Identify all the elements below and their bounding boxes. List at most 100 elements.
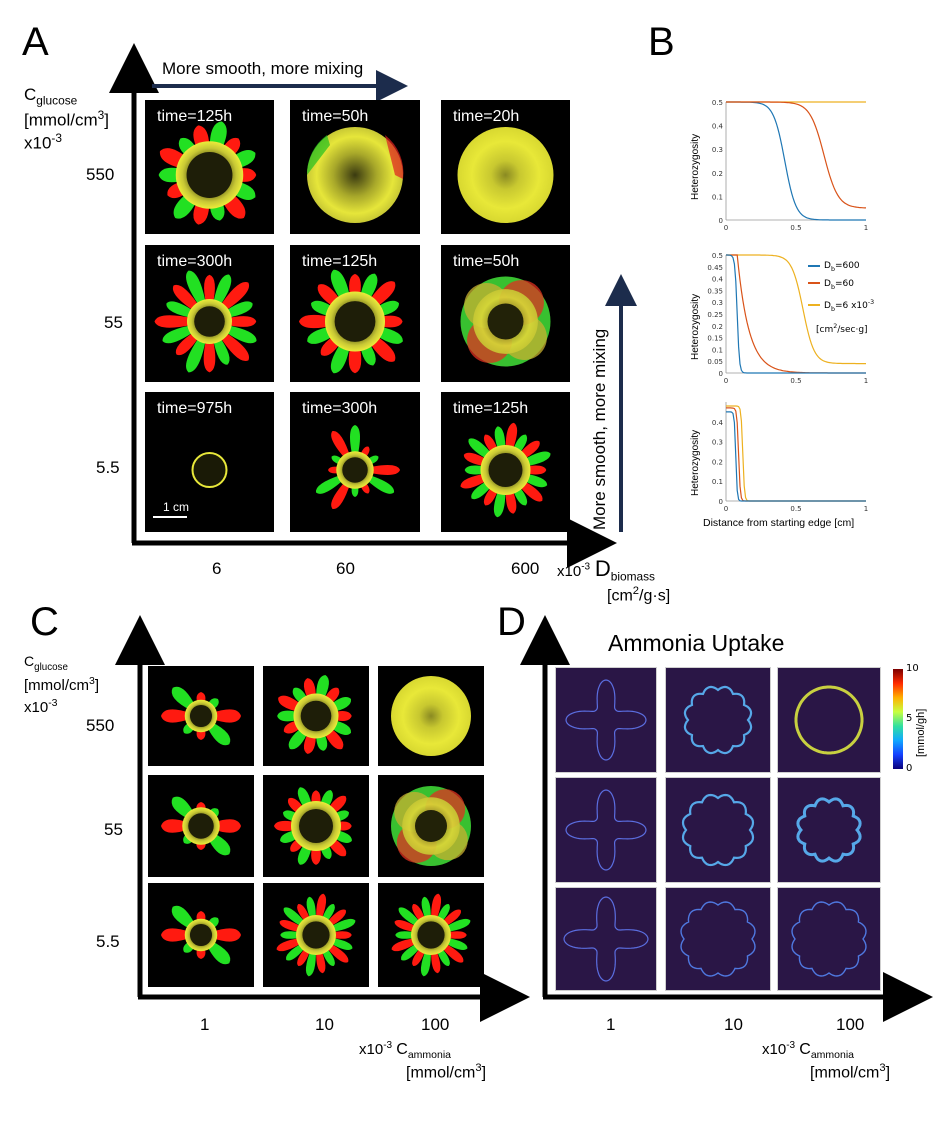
colony-petal — [206, 940, 231, 965]
y-axis-unit: [mmol/cm — [24, 677, 89, 695]
panel-a-ytick-5.5: 5.5 — [96, 458, 120, 477]
colony-petal — [172, 284, 201, 313]
b-curve — [726, 411, 866, 502]
colony-disc — [457, 127, 554, 223]
colorbar-tick-10: 10 — [906, 663, 919, 674]
panel-c-ytick-55: 55 — [104, 820, 123, 839]
panel-d-x-axis-unit: [mmol/cm3] — [810, 1062, 890, 1082]
uptake-front — [683, 685, 753, 755]
b-curve — [726, 254, 866, 374]
y-axis-scale-sup: -3 — [51, 131, 62, 146]
colony-sector — [385, 135, 404, 179]
b-curve — [726, 254, 866, 365]
b-top-ylabel: Heterozygosity — [690, 133, 701, 200]
colony-petal — [225, 316, 257, 327]
panel-c-ytick-550: 550 — [86, 716, 115, 735]
colony-petal — [276, 937, 304, 952]
leg-sub: b — [830, 283, 835, 291]
panel-d-x-axis-title: x10-3 Cammonia — [762, 1040, 854, 1061]
colony-petal — [328, 918, 356, 933]
colony-petals — [161, 905, 241, 965]
b-tick-label: 0.25 — [707, 311, 723, 319]
y-axis-symbol: C — [24, 85, 37, 104]
b-tick-label: 0 — [719, 498, 723, 506]
scale-bar-label: 1 cm — [163, 500, 190, 514]
leg-rest: =6 x10 — [834, 300, 868, 311]
b-curve — [726, 405, 866, 502]
leg-main: D — [824, 261, 831, 271]
panel-a-top-arrow-text: More smooth, more mixing — [162, 59, 364, 78]
panel-a-colony-tile: time=20h — [441, 100, 570, 234]
leg-sub: b — [830, 305, 835, 313]
colony-petal — [391, 937, 419, 952]
panel-a-colony-tile: time=50h — [290, 100, 420, 234]
b-tick-label: 0 — [719, 370, 723, 378]
b-tick-label: 0.2 — [712, 323, 723, 331]
colony-core — [417, 921, 445, 949]
panel-a-time-label: time=125h — [453, 400, 529, 417]
colony-core — [188, 813, 214, 839]
panel-d-uptake-tile — [555, 667, 657, 773]
b-tick-label: 0.1 — [712, 346, 723, 354]
colony-petal — [420, 948, 431, 977]
colony-core — [189, 704, 213, 728]
b-subplot — [725, 254, 866, 374]
panel-a-time-label: time=300h — [302, 400, 378, 417]
panel-a-x-axis-unit: [cm2/g·s] — [607, 585, 670, 605]
panel-a-xtick-600: 600 — [511, 559, 540, 578]
panel-a-colony-tile: time=50h — [441, 245, 570, 382]
colony-core — [342, 457, 368, 483]
colony-petals — [391, 893, 471, 977]
scale-bar-line — [153, 516, 187, 518]
uptake-front — [563, 896, 649, 982]
b-subplot — [725, 402, 866, 502]
colony-petal — [368, 465, 400, 475]
y-axis-scale-sup: -3 — [48, 697, 58, 710]
colony-petal — [223, 324, 257, 344]
x-axis-prefix: x10 — [557, 563, 582, 580]
colony-petal — [212, 274, 232, 308]
colony-petal — [218, 281, 250, 313]
b-tick-label: 0.5 — [790, 505, 801, 513]
b-legend-item-3: Db=6 x10-3 — [808, 295, 874, 317]
x-axis-symbol: D — [594, 556, 611, 581]
b-bot-ylabel: Heterozygosity — [690, 429, 701, 496]
panel-a-colony-tile: time=125h — [290, 245, 420, 382]
y-axis-scale: x10 — [24, 699, 49, 717]
panel-c-colony-tile — [378, 883, 484, 987]
b-tick-label: 0.4 — [712, 419, 724, 427]
b-tick-label: 0 — [724, 505, 728, 513]
x-axis-prefix: x10 — [359, 1041, 384, 1058]
x-unit-sup: 3 — [475, 1062, 482, 1074]
colony-disc — [391, 676, 471, 756]
b-tick-label: 0.5 — [712, 252, 723, 260]
panel-d-title: Ammonia Uptake — [608, 630, 785, 656]
panel-d-label: D — [497, 600, 526, 644]
panel-a-xtick-6: 6 — [212, 559, 222, 578]
colony-petal — [299, 314, 334, 329]
y-axis-unit-sup: 3 — [89, 675, 95, 688]
panel-d-uptake-tile — [665, 887, 771, 991]
b-tick-label: 0.5 — [712, 99, 723, 107]
y-axis-sub: glucose — [34, 661, 68, 673]
colony-petal — [212, 709, 241, 723]
b-tick-label: 0.3 — [712, 146, 723, 154]
b-tick-label: 0.2 — [712, 170, 723, 178]
scale-bar: 1 cm — [153, 500, 189, 518]
panel-c-colony-tile — [263, 666, 369, 766]
colony-petal — [204, 274, 215, 306]
panel-c-colony-tile — [263, 775, 369, 877]
b-tick-label: 0.1 — [712, 193, 723, 201]
b-mid-ylabel: Heterozygosity — [690, 293, 701, 360]
colony-petal — [203, 337, 216, 373]
y-axis-sub: glucose — [36, 93, 78, 108]
panel-c-label: C — [30, 600, 59, 644]
panel-a-colony-tile: time=300h — [290, 392, 420, 532]
b-legend-item-2: Db=60 — [808, 277, 874, 295]
panel-a-label: A — [22, 20, 49, 64]
uptake-front — [565, 789, 647, 871]
panel-a-time-label: time=125h — [157, 108, 233, 125]
b-tick-label: 0.2 — [712, 458, 723, 466]
panel-b-plots: 0 0.1 0.2 0.3 0.4 0.5 0 0.05 0.1 0.15 0.2 0.25 0.3 0.… — [707, 99, 868, 513]
